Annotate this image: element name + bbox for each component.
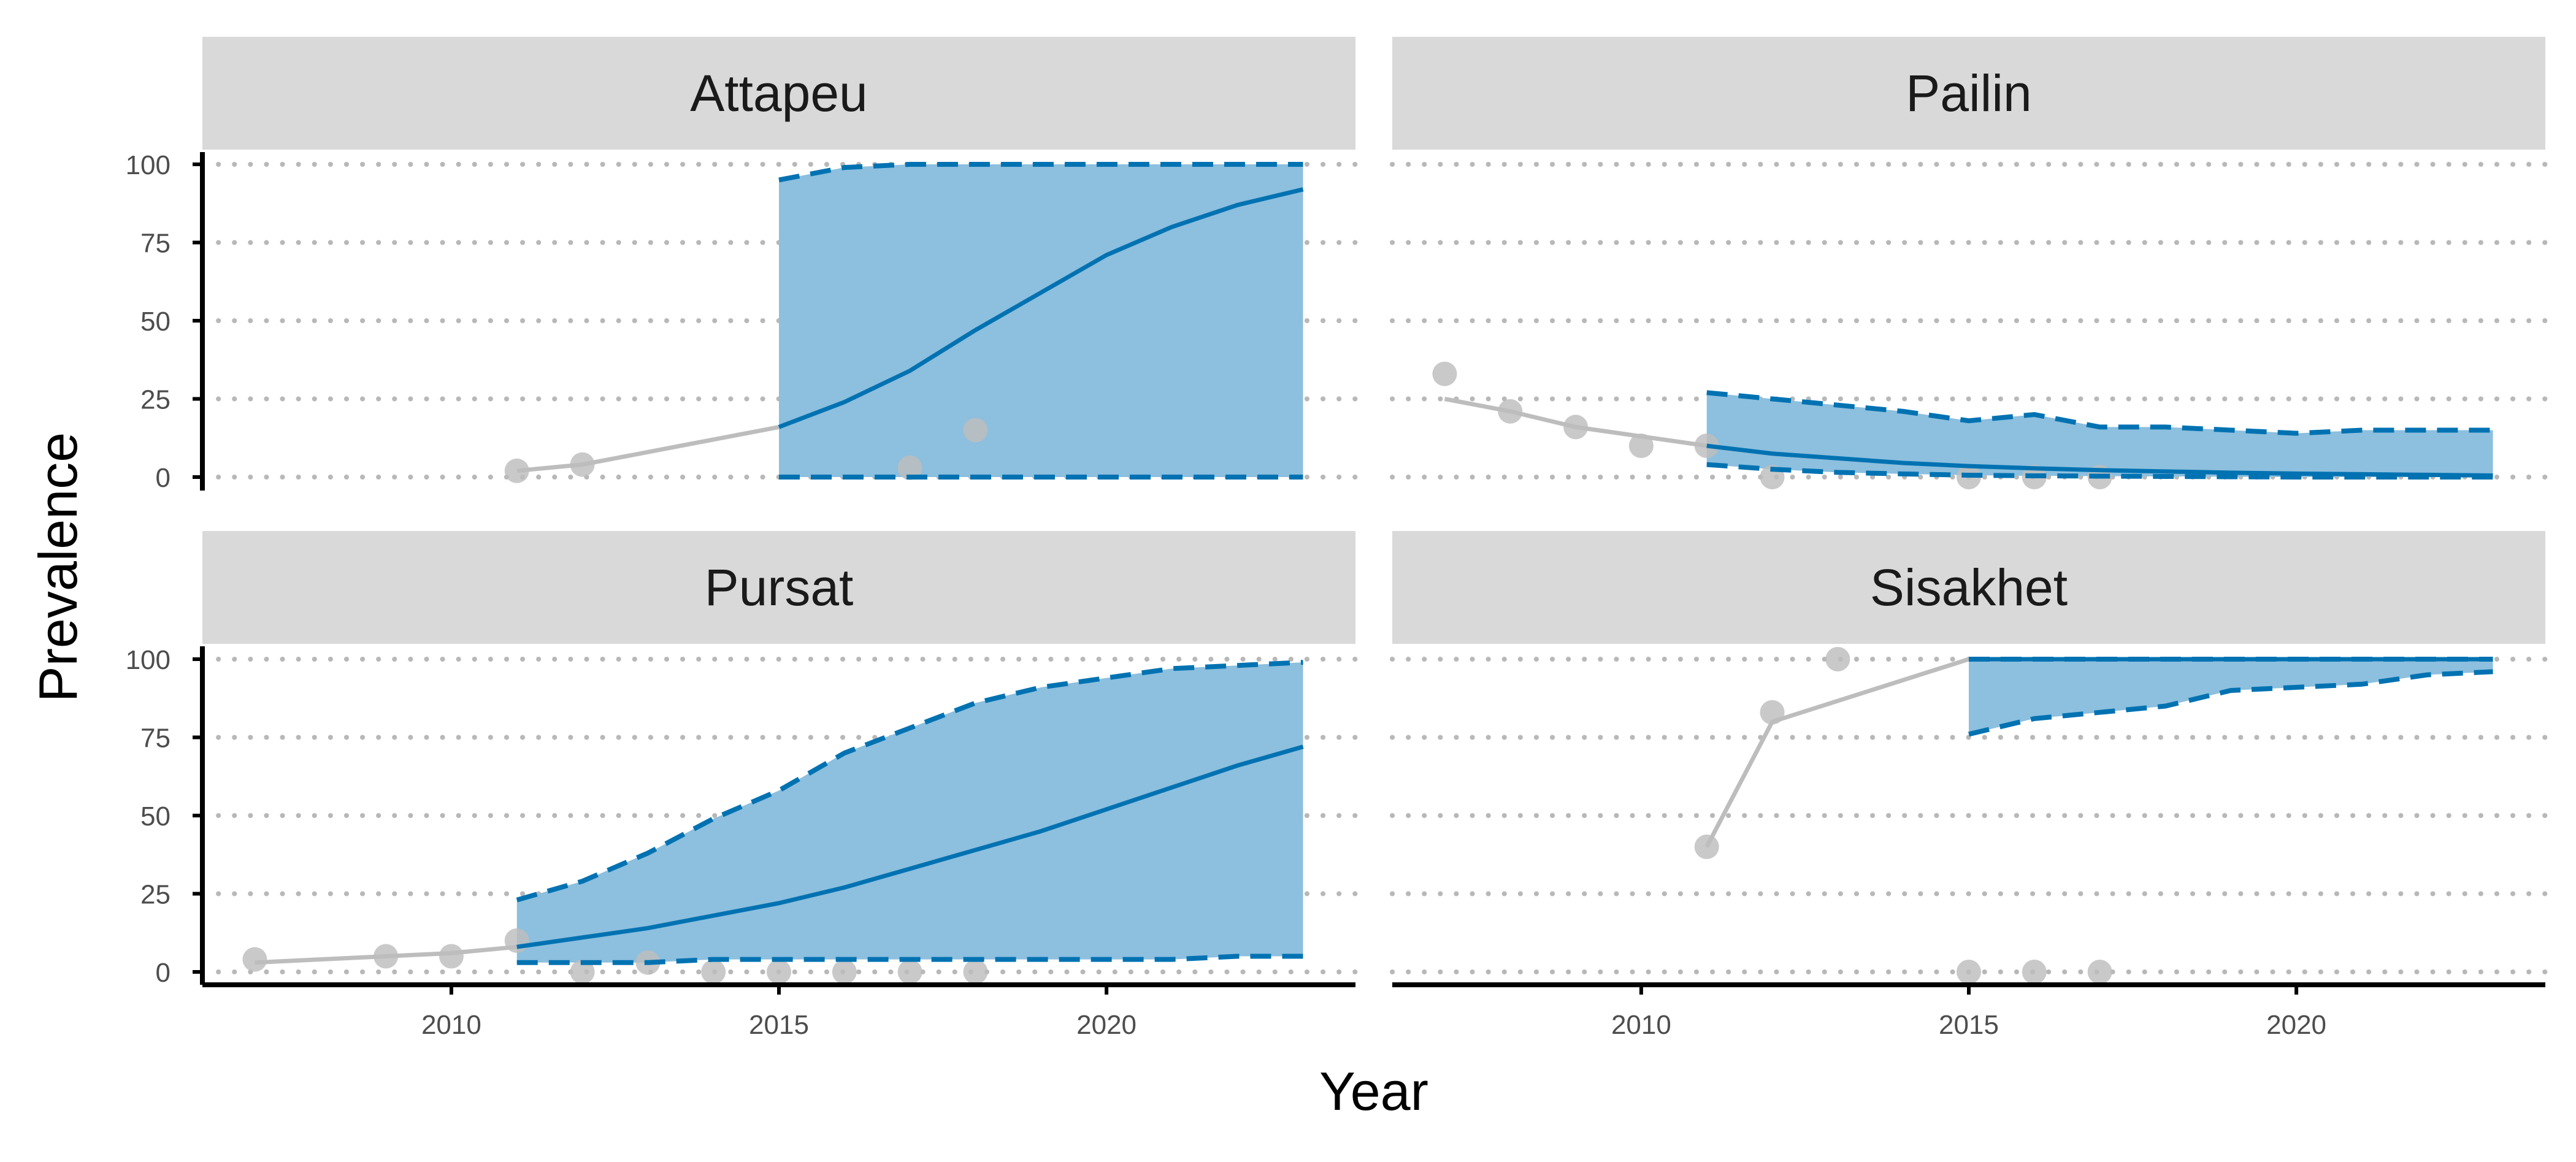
strip-background [1392,531,2545,644]
panel-title: Pailin [1906,64,2031,122]
y-tick-label: 50 [140,801,171,831]
y-tick-label: 0 [156,958,171,988]
observed-line [516,424,780,473]
ci-ribbon [1969,659,2493,735]
y-axis-title: Prevalence [28,432,88,702]
observed-point [701,960,726,984]
ci-ribbon [779,164,1303,477]
observed-point [963,960,988,984]
panel-pailin: Pailin [1390,37,2548,489]
lower-bound-line [1968,669,2493,737]
observed-point [1563,415,1589,440]
observed-point [439,944,464,969]
observed-point [832,960,857,984]
observed-point [504,458,529,483]
observed-point [897,455,922,480]
observed-point [897,960,922,984]
y-tick-label: 25 [140,880,171,910]
x-tick-label: 2020 [2266,1010,2326,1040]
observed-line [1704,657,1970,848]
y-tick-label: 75 [140,724,171,754]
observed-point [2087,960,2112,984]
y-tick-label: 50 [140,307,171,337]
observed-point [2022,960,2047,984]
strip-background [1392,37,2545,150]
lower-bound-line [1706,462,2493,480]
strip-background [202,37,1355,150]
ci-ribbon [1706,392,2493,477]
panel-attapeu: Attapeu 0 25 50 75 100 [126,37,1358,493]
panel-sisakhet: Sisakhet 2010 2015 2020 [1390,531,2548,1040]
panel-title: Attapeu [690,64,868,122]
upper-bound-line [1706,390,2493,436]
observed-point [374,944,399,969]
y-tick-label: 0 [156,463,171,493]
y-tick-label: 100 [126,645,171,675]
observed-point [1760,700,1785,725]
observed-point [767,960,791,984]
median-line [778,187,1304,429]
panel-title: Pursat [705,559,854,616]
observed-point [1628,434,1654,458]
x-tick-label: 2010 [421,1010,481,1040]
observed-point [242,947,267,972]
y-tick-label: 75 [140,229,171,259]
panel-pursat: Pursat 0 25 50 75 100 2010 2015 2020 [126,531,1358,1040]
observed-point [1498,399,1523,424]
ci-ribbon [516,662,1303,963]
observed-point [1432,361,1457,386]
observed-point [1694,835,1719,859]
y-tick-label: 25 [140,385,171,415]
upper-bound-line [516,660,1303,903]
observed-point [1957,960,1981,984]
observed-point [504,928,529,953]
panel-title: Sisakhet [1870,559,2068,616]
x-tick-label: 2020 [1076,1010,1137,1040]
median-line [1706,443,2493,478]
y-tick-label: 100 [126,150,171,180]
x-tick-label: 2010 [1611,1010,1671,1040]
x-tick-label: 2015 [1939,1010,1999,1040]
strip-background [202,531,1355,644]
lower-bound-line [516,954,1303,965]
upper-bound-line [778,162,1303,183]
median-line [516,744,1304,949]
observed-point [570,960,595,984]
observed-point [570,452,595,477]
observed-point [1825,647,1850,671]
x-tick-label: 2015 [749,1010,809,1040]
x-axis-title: Year [1319,1061,1428,1122]
observed-point [963,418,988,443]
